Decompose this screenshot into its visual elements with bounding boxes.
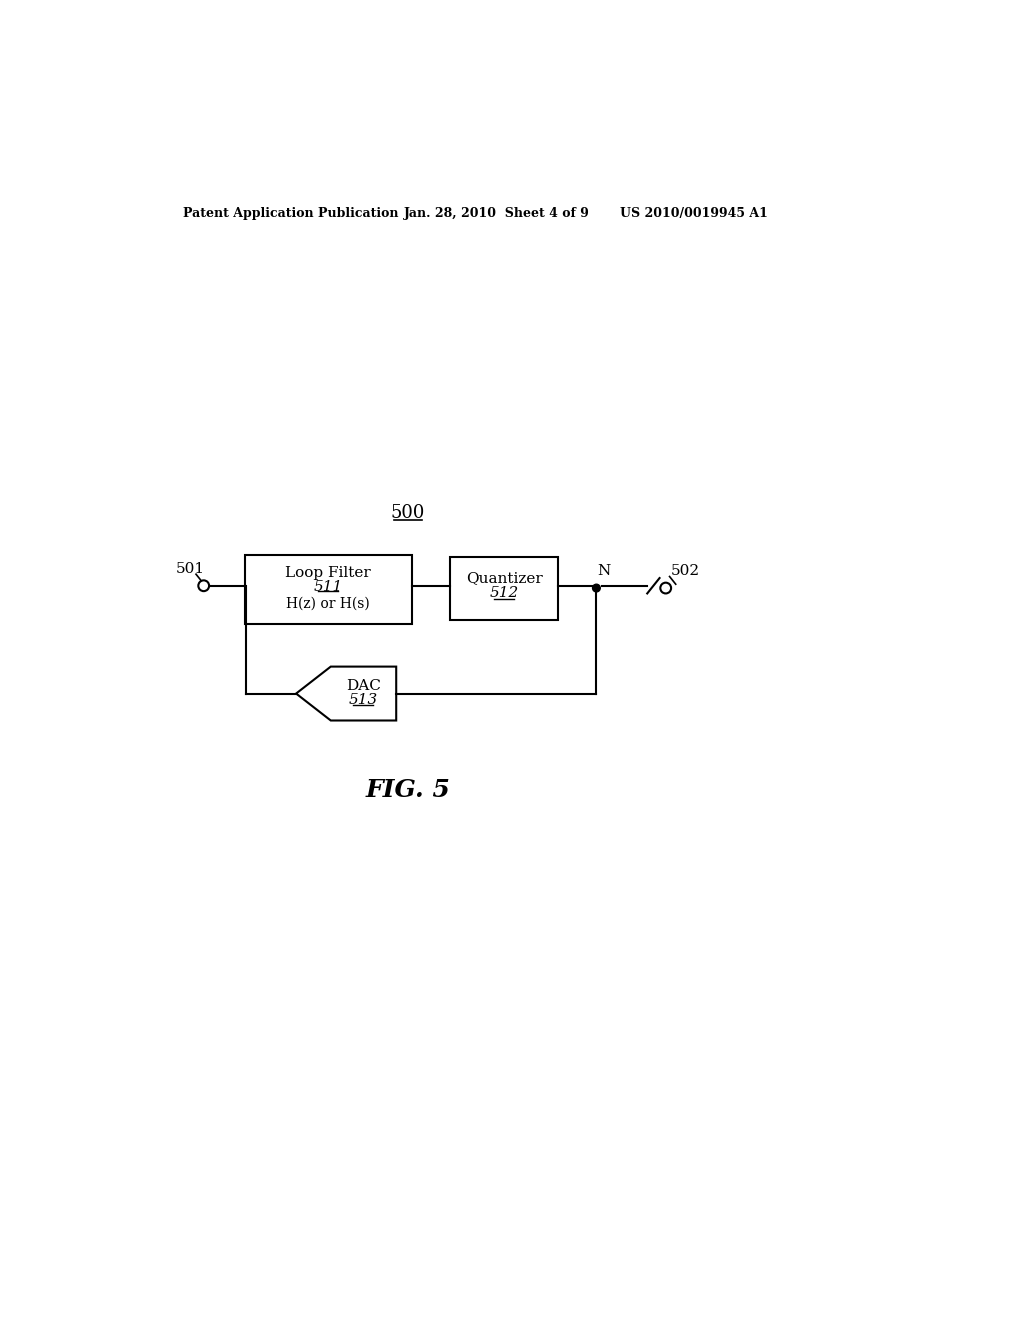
Text: 502: 502 — [671, 564, 699, 578]
Bar — [451, 557, 558, 620]
Text: Jan. 28, 2010  Sheet 4 of 9: Jan. 28, 2010 Sheet 4 of 9 — [403, 207, 590, 220]
Circle shape — [593, 585, 600, 591]
Text: N: N — [597, 564, 610, 578]
Text: Loop Filter: Loop Filter — [286, 566, 371, 579]
Text: 500: 500 — [390, 504, 425, 521]
Circle shape — [199, 581, 209, 591]
Text: DAC: DAC — [346, 678, 381, 693]
Text: FIG. 5: FIG. 5 — [366, 777, 451, 801]
Circle shape — [660, 582, 671, 594]
Polygon shape — [296, 667, 396, 721]
Text: Patent Application Publication: Patent Application Publication — [183, 207, 398, 220]
Text: US 2010/0019945 A1: US 2010/0019945 A1 — [620, 207, 767, 220]
Text: 513: 513 — [349, 693, 378, 706]
Text: 512: 512 — [489, 586, 518, 601]
Bar — [245, 554, 412, 624]
Text: Quantizer: Quantizer — [466, 572, 543, 585]
Text: 511: 511 — [313, 579, 343, 594]
Text: 501: 501 — [175, 562, 205, 576]
Text: H(z) or H(s): H(z) or H(s) — [286, 597, 370, 610]
